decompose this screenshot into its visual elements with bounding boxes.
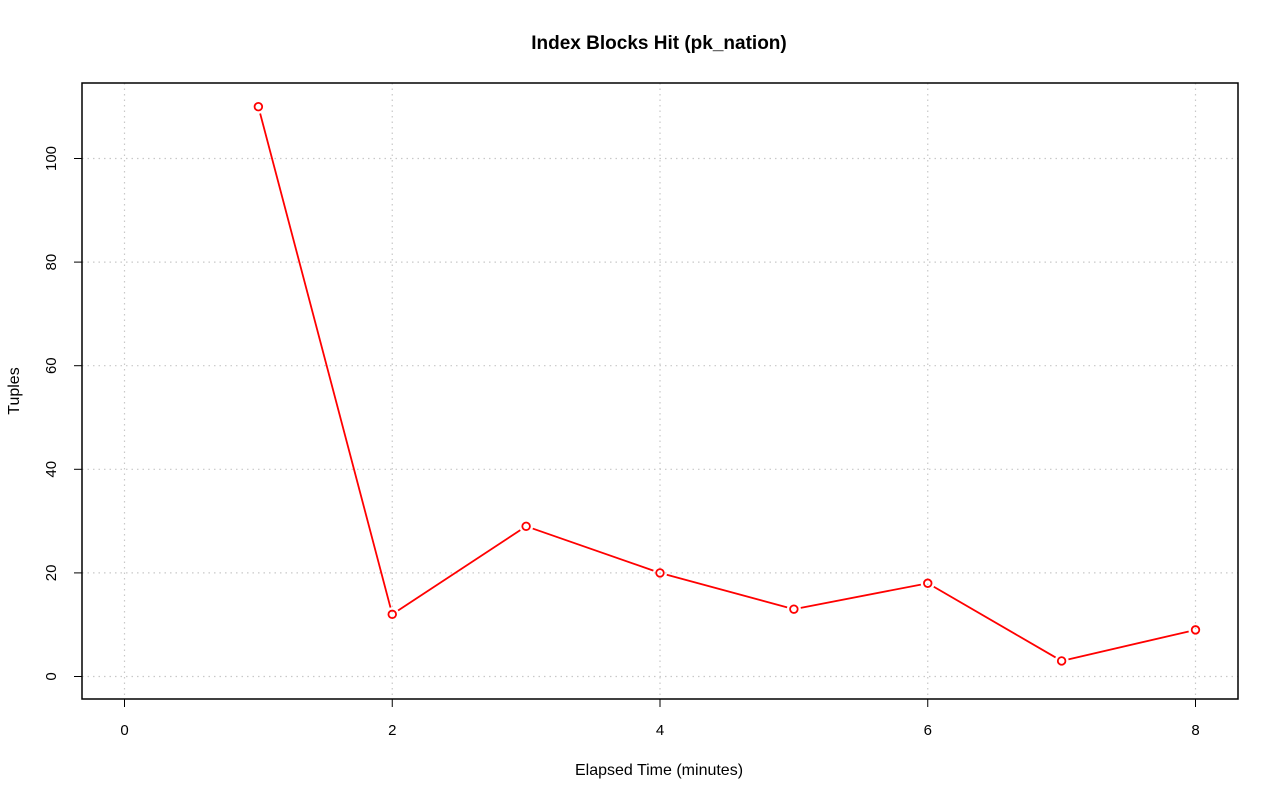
- y-axis-label: Tuples: [6, 367, 23, 414]
- series-line-segment: [666, 573, 788, 609]
- y-tick-label: 0: [43, 672, 60, 680]
- x-axis-label: Elapsed Time (minutes): [575, 762, 743, 779]
- gridlines: [82, 83, 1238, 699]
- y-tick-label: 40: [43, 461, 60, 478]
- x-tick-label: 0: [120, 722, 128, 739]
- x-axis: 0 2 4 6 8: [120, 699, 1200, 739]
- x-tick-label: 8: [1191, 722, 1199, 739]
- data-point: [655, 568, 665, 578]
- data-point: [789, 604, 799, 614]
- y-tick-label: 20: [43, 565, 60, 582]
- series-line-segment: [259, 113, 392, 608]
- x-tick-label: 2: [388, 722, 396, 739]
- data-point: [923, 578, 933, 588]
- x-tick-label: 4: [656, 722, 664, 739]
- series-line-segment: [800, 583, 922, 609]
- data-point: [1190, 625, 1201, 635]
- data-point: [521, 521, 531, 531]
- series-line-segment: [532, 527, 654, 572]
- y-tick-label: 100: [43, 146, 60, 171]
- chart-title: Index Blocks Hit (pk_nation): [531, 33, 786, 54]
- data-point: [1056, 656, 1067, 666]
- y-tick-label: 60: [43, 357, 60, 374]
- series-line-segment: [933, 585, 1057, 659]
- x-tick-label: 6: [924, 722, 932, 739]
- data-point: [253, 101, 264, 112]
- series-line-segment: [397, 529, 521, 612]
- y-tick-label: 80: [43, 254, 60, 271]
- series-line-segment: [1068, 630, 1189, 661]
- series-group: [253, 101, 1201, 666]
- data-point: [387, 609, 397, 620]
- y-axis: 0 20 40 60 80 100: [43, 146, 82, 681]
